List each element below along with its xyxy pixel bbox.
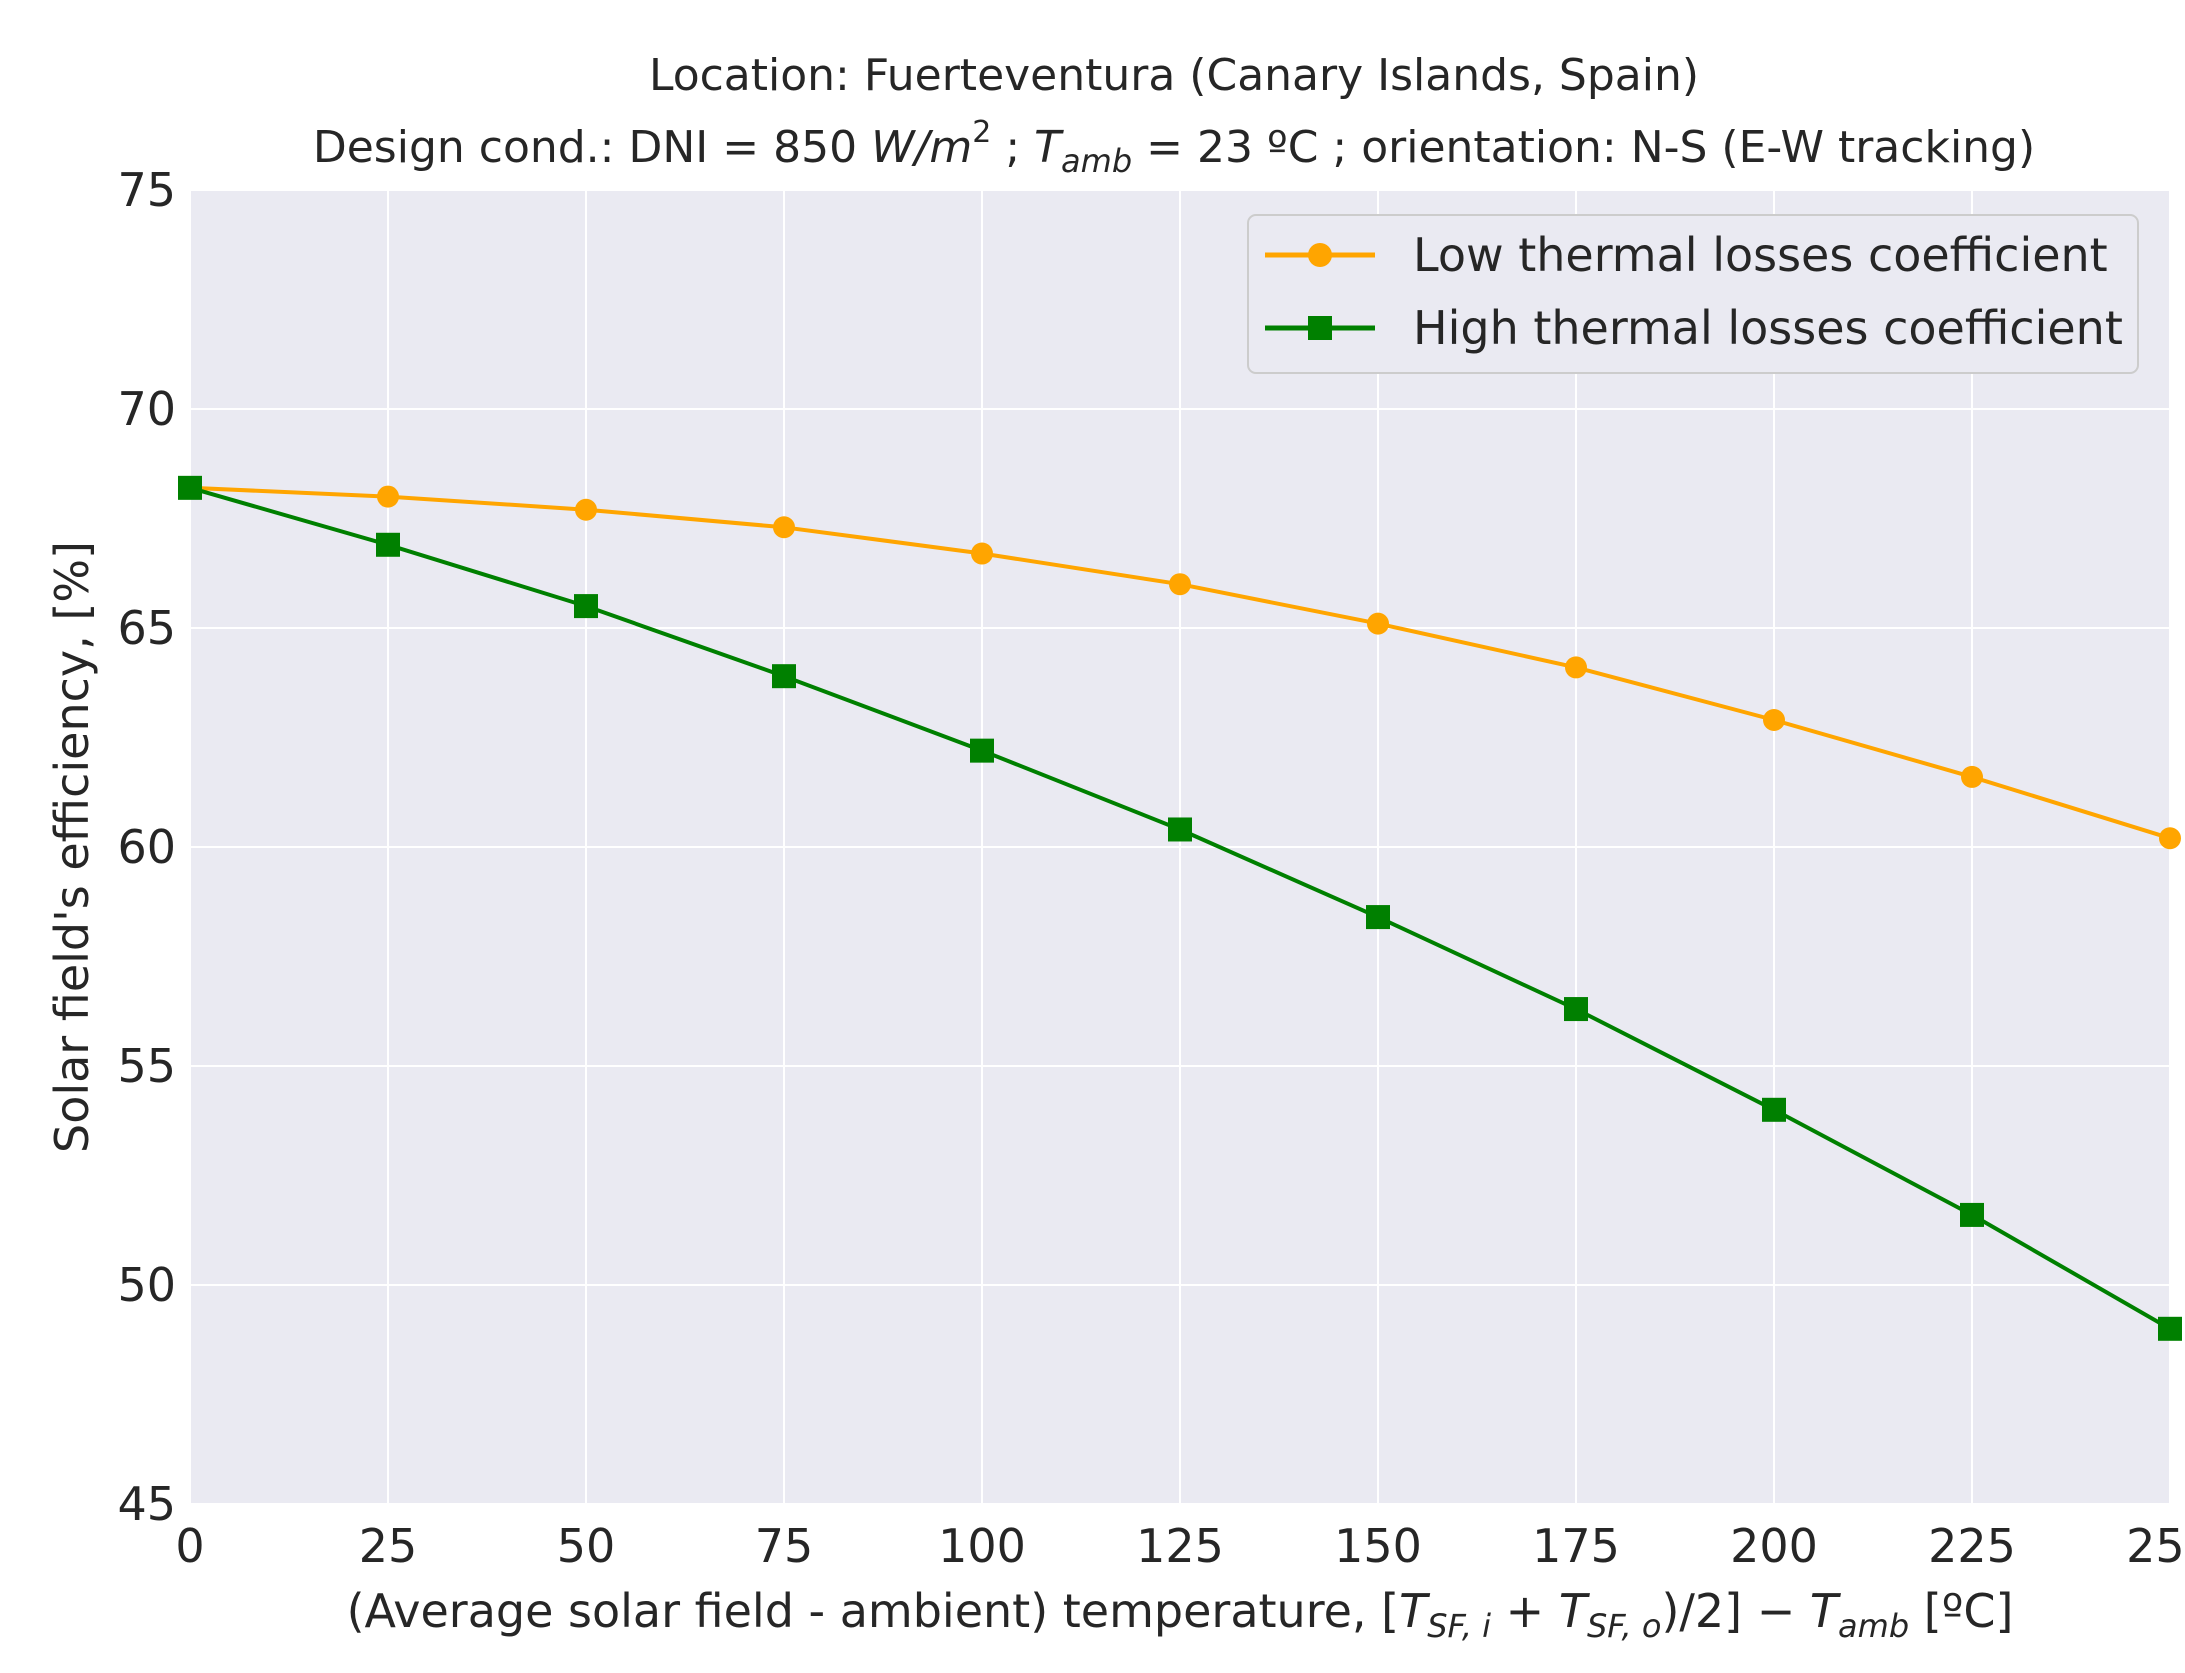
legend-label-high: High thermal losses coefficient bbox=[1413, 301, 2123, 355]
x-tick-label: 150 bbox=[1334, 1519, 1422, 1573]
data-point-high bbox=[2158, 1316, 2182, 1341]
legend-label-low: Low thermal losses coefficient bbox=[1413, 228, 2108, 282]
y-tick-label: 60 bbox=[117, 820, 176, 874]
xlabel-mid: )/2] − bbox=[1661, 1584, 1809, 1638]
subtitle-unit-base: W/m bbox=[871, 122, 972, 173]
y-tick-labels: 45 50 55 60 65 70 75 bbox=[117, 163, 176, 1531]
series-lines bbox=[178, 475, 2182, 1341]
legend-item-low: Low thermal losses coefficient bbox=[1265, 228, 2108, 282]
x-tick-label: 100 bbox=[938, 1519, 1026, 1573]
xlabel-prefix: (Average solar field - ambient) temperat… bbox=[347, 1584, 1400, 1638]
subtitle-unit-exp: 2 bbox=[972, 115, 991, 150]
x-tick-label: 25 bbox=[359, 1519, 418, 1573]
xlabel-t3-sub: amb bbox=[1838, 1607, 1909, 1645]
data-point-high bbox=[574, 594, 598, 619]
x-tick-label: 250 bbox=[2126, 1519, 2185, 1573]
xlabel-t2-sub: SF, o bbox=[1587, 1607, 1662, 1645]
xlabel-t3: T bbox=[1810, 1584, 1842, 1638]
subtitle-tamb-sub: amb bbox=[1061, 142, 1132, 180]
y-tick-label: 50 bbox=[117, 1258, 176, 1312]
xlabel-plus: + bbox=[1491, 1584, 1559, 1638]
data-point-low bbox=[377, 485, 399, 508]
legend-marker-low bbox=[1308, 243, 1332, 267]
y-axis-label: Solar field's efficiency, [%] bbox=[45, 541, 99, 1153]
x-tick-labels: 0 25 50 75 100 125 150 175 200 225 250 bbox=[175, 1519, 2185, 1573]
data-point-low bbox=[971, 542, 993, 565]
data-point-high bbox=[1762, 1097, 1786, 1122]
data-point-high bbox=[1366, 905, 1390, 930]
subtitle-tamb-base: T bbox=[1034, 122, 1064, 173]
y-tick-label: 45 bbox=[117, 1477, 176, 1531]
y-tick-label: 75 bbox=[117, 163, 176, 217]
data-point-low bbox=[1169, 573, 1191, 596]
x-tick-label: 225 bbox=[1928, 1519, 2016, 1573]
data-point-low bbox=[773, 516, 795, 539]
x-tick-label: 175 bbox=[1532, 1519, 1620, 1573]
xlabel-suffix: [ºC] bbox=[1909, 1584, 2013, 1638]
data-point-high bbox=[970, 738, 994, 763]
chart-subtitle: Design cond.: DNI = 850 W/m2 ; Tamb = 23… bbox=[313, 115, 2035, 180]
data-point-low bbox=[1367, 612, 1389, 635]
data-point-high bbox=[178, 475, 202, 500]
y-tick-label: 70 bbox=[117, 382, 176, 436]
x-tick-label: 0 bbox=[175, 1519, 204, 1573]
xlabel-t1-sub: SF, i bbox=[1427, 1607, 1491, 1645]
subtitle-tamb-value: = 23 ºC ; orientation: N-S (E-W tracking… bbox=[1132, 122, 2035, 173]
xlabel-t2: T bbox=[1559, 1584, 1591, 1638]
data-point-high bbox=[1564, 997, 1588, 1022]
x-tick-label: 75 bbox=[755, 1519, 814, 1573]
xlabel-t1: T bbox=[1399, 1584, 1431, 1638]
x-tick-label: 200 bbox=[1730, 1519, 1818, 1573]
data-point-low bbox=[2159, 827, 2181, 850]
legend-box bbox=[1247, 214, 2139, 374]
data-point-high bbox=[1960, 1202, 1984, 1227]
grid-lines bbox=[189, 189, 2171, 1505]
subtitle-prefix: Design cond.: DNI = 850 bbox=[313, 122, 871, 173]
data-point-high bbox=[772, 664, 796, 689]
subtitle-sep: ; bbox=[991, 122, 1034, 173]
x-tick-label: 125 bbox=[1136, 1519, 1224, 1573]
data-point-low bbox=[1565, 656, 1587, 679]
data-point-high bbox=[1168, 817, 1192, 842]
legend-marker-high bbox=[1308, 316, 1332, 340]
data-point-high bbox=[376, 532, 400, 557]
legend-item-high: High thermal losses coefficient bbox=[1265, 301, 2123, 355]
data-point-low bbox=[1763, 708, 1785, 731]
legend: Low thermal losses coefficient High ther… bbox=[1247, 214, 2139, 374]
y-tick-label: 55 bbox=[117, 1039, 176, 1093]
chart-title: Location: Fuerteventura (Canary Islands,… bbox=[649, 50, 1699, 101]
x-axis-label: (Average solar field - ambient) temperat… bbox=[347, 1584, 2014, 1645]
y-tick-label: 65 bbox=[117, 601, 176, 655]
data-point-low bbox=[575, 498, 597, 521]
data-point-low bbox=[1961, 765, 1983, 788]
x-tick-label: 50 bbox=[557, 1519, 616, 1573]
